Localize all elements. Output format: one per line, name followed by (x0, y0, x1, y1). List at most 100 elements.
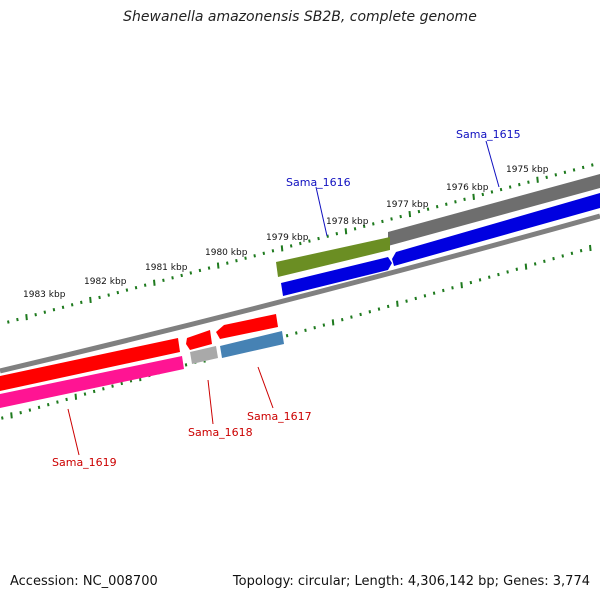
ruler-tick (83, 392, 87, 396)
ruler-tick (322, 323, 326, 327)
ruler-tick (396, 300, 399, 307)
ruler-label: 1983 kbp (23, 290, 66, 300)
label-leader-line (67, 408, 80, 456)
ruler-tick (335, 231, 339, 236)
ruler-tick (134, 285, 138, 290)
ruler-tick (61, 305, 65, 309)
label-leader-line (257, 366, 274, 409)
ruler-tick (7, 320, 10, 324)
gene-label-sama-1615: Sama_1615 (456, 128, 521, 141)
ruler-tick (426, 207, 430, 211)
ruler-tick (570, 251, 574, 256)
ruler-tick (481, 192, 485, 197)
ruler-tick (362, 224, 366, 229)
ruler-tick (405, 299, 408, 303)
ruler-tick (579, 248, 583, 253)
genome-stats-text: Topology: circular; Length: 4,306,142 bp… (232, 574, 590, 589)
ruler-tick (56, 400, 59, 404)
ruler-tick (295, 331, 298, 335)
ruler-tick (381, 219, 384, 224)
ruler-tick (271, 249, 275, 253)
gene-sama-1617-block (216, 314, 278, 339)
ruler-tick (107, 293, 110, 297)
ruler-tick (508, 185, 512, 189)
ruler-tick (524, 263, 528, 270)
ruler-tick (359, 312, 362, 317)
ruler-tick (340, 318, 344, 322)
ruler-tick (445, 202, 448, 206)
ruler-tick (226, 261, 229, 265)
ruler-tick (451, 286, 454, 290)
ruler-tick (37, 405, 41, 410)
ruler-tick (153, 279, 156, 286)
gene-sama-1618-block (186, 330, 212, 350)
ruler-label: 1978 kbp (326, 217, 369, 227)
ruler-tick (527, 180, 530, 184)
ruler-tick (180, 273, 183, 278)
label-leader-line (315, 186, 328, 237)
ruler-tick (469, 280, 473, 285)
ruler-tick (171, 276, 174, 280)
feature-olive (276, 237, 390, 277)
feature-pink (0, 356, 184, 408)
ruler-tick (518, 182, 521, 187)
ruler-tick (43, 310, 47, 314)
ruler-tick (561, 254, 565, 258)
ruler-tick (52, 308, 56, 312)
ruler-tick (19, 410, 22, 415)
ruler-tick (399, 214, 402, 219)
ruler-tick (253, 254, 256, 258)
gene-labels: Sama_1615 Sama_1616 Sama_1617 Sama_1618 Sama… (52, 128, 521, 469)
feature-steel-blue (220, 331, 284, 358)
ruler-tick (25, 313, 28, 321)
ruler-tick (372, 222, 375, 226)
ruler-tick (304, 328, 307, 333)
ruler-label: 1981 kbp (145, 263, 188, 273)
ruler-tick (581, 165, 585, 170)
ruler-tick (386, 304, 390, 309)
ruler-tick (442, 288, 445, 293)
ruler-tick (65, 397, 68, 402)
ruler-tick (499, 187, 503, 192)
genome-backbone (0, 213, 600, 374)
ruler-tick (244, 256, 247, 260)
ruler-tick (98, 295, 101, 300)
ruler-tick (70, 303, 74, 307)
ruler-tick (125, 288, 129, 292)
ruler-tick (289, 244, 293, 248)
ruler-tick (207, 266, 211, 270)
ruler-tick (80, 300, 83, 305)
gene-sama-1615-block (392, 193, 600, 266)
ruler-tick (116, 290, 120, 295)
ruler-tick (326, 234, 329, 238)
ruler-tick (235, 258, 238, 263)
ruler-tick (490, 190, 494, 194)
ruler-tick (454, 200, 457, 204)
feature-dark-gray (388, 174, 600, 246)
ruler-tick (331, 319, 335, 326)
gene-label-sama-1617: Sama_1617 (247, 410, 312, 423)
gene-label-sama-1618: Sama_1618 (188, 426, 253, 439)
ruler-tick (143, 283, 147, 287)
ruler-tick (536, 176, 539, 183)
ruler-label: 1980 kbp (205, 248, 248, 258)
ruler-tick (28, 408, 32, 412)
ruler-labels: 1983 kbp 1982 kbp 1981 kbp 1980 kbp 1979 kbp… (23, 165, 549, 300)
ruler-tick (572, 168, 576, 172)
ruler-tick (189, 271, 193, 275)
ruler-tick (414, 296, 418, 301)
gene-sama-1616-block (281, 257, 392, 296)
feature-track (0, 174, 600, 408)
ruler-tick (417, 209, 421, 214)
ruler-tick (198, 268, 202, 273)
ruler-tick (543, 259, 546, 263)
ruler-tick (74, 393, 78, 400)
ruler-tick (591, 163, 594, 167)
label-leader-line (207, 379, 214, 425)
ruler-tick (460, 282, 463, 289)
ruler-tick (308, 239, 311, 243)
ruler-tick (102, 387, 105, 391)
ruler-tick (377, 307, 381, 311)
ruler-tick (390, 217, 393, 221)
